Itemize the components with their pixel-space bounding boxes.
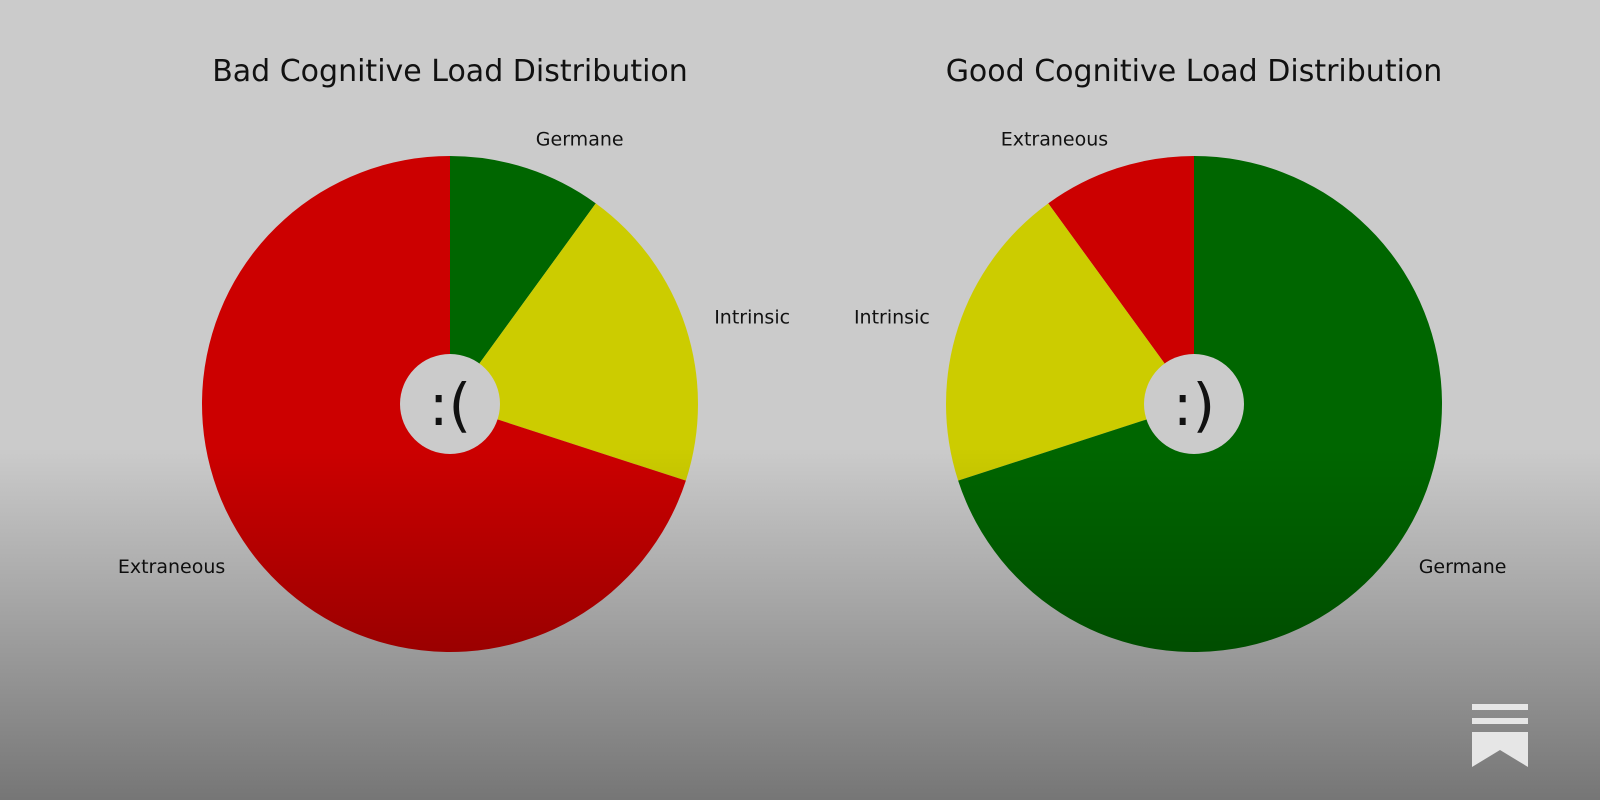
bad-distribution-pie-chart: Bad Cognitive Load Distribution :( Germa…	[118, 54, 790, 652]
bad-label-intrinsic: Intrinsic	[714, 307, 790, 329]
good-label-extraneous: Extraneous	[1001, 128, 1108, 150]
bookmark-logo-icon	[1472, 704, 1528, 767]
good-chart-title: Good Cognitive Load Distribution	[946, 54, 1443, 89]
good-distribution-pie-chart: Good Cognitive Load Distribution :) Extr…	[854, 54, 1507, 652]
bad-chart-title: Bad Cognitive Load Distribution	[212, 54, 688, 89]
bad-label-extraneous: Extraneous	[118, 556, 225, 578]
sad-face-emoticon: :(	[429, 371, 471, 439]
happy-face-emoticon: :)	[1173, 371, 1215, 439]
good-label-intrinsic: Intrinsic	[854, 307, 930, 329]
bad-label-germane: Germane	[536, 128, 624, 150]
good-label-germane: Germane	[1419, 556, 1507, 578]
